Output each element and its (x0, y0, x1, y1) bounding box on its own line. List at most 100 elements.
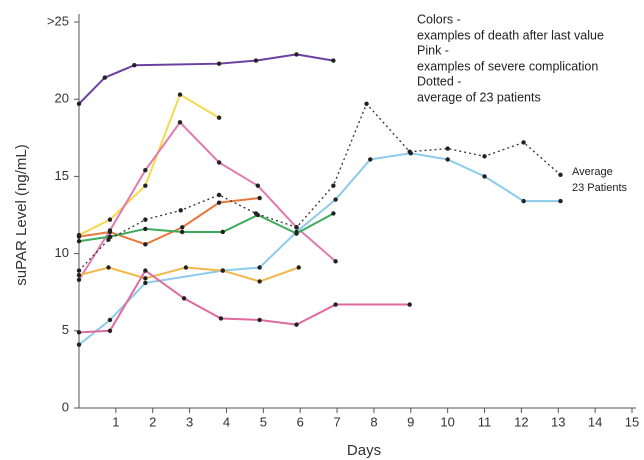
data-point (216, 160, 222, 165)
average-line (78, 102, 561, 272)
data-point (521, 198, 526, 204)
data-point (333, 259, 338, 264)
data-point (107, 317, 113, 323)
data-point (253, 58, 259, 63)
data-point (216, 200, 222, 205)
data-point (143, 242, 148, 247)
data-point (216, 61, 222, 66)
data-point (220, 268, 225, 273)
patient-line (78, 152, 561, 346)
x-tick-label: 11 (478, 414, 492, 429)
x-tick-label: 2 (149, 414, 156, 429)
data-point (107, 229, 113, 235)
data-point (445, 146, 450, 151)
y-tick-label: >25 (47, 13, 69, 28)
data-point (257, 265, 262, 270)
data-point (216, 192, 222, 198)
data-point (294, 52, 299, 57)
data-point (177, 92, 183, 97)
data-point (143, 168, 148, 173)
data-point (76, 239, 82, 244)
data-point (521, 140, 526, 145)
annotation: Dotted - (417, 74, 461, 88)
x-tick-label: 1 (112, 414, 119, 429)
x-tick-label: 4 (223, 414, 230, 429)
data-point (331, 58, 336, 63)
annotation: average of 23 patients (417, 90, 541, 104)
annotation: examples of death after last value (417, 28, 604, 42)
data-point (407, 302, 412, 307)
annotation: Pink - (417, 43, 449, 57)
data-point (107, 217, 113, 222)
data-point (294, 322, 299, 327)
y-tick-label: 15 (55, 168, 69, 183)
x-tick-label: 14 (588, 414, 602, 429)
data-point (257, 279, 262, 284)
x-tick-label: 9 (407, 414, 414, 429)
data-point (76, 277, 82, 283)
data-point (143, 268, 148, 273)
data-point (558, 172, 563, 178)
data-point (216, 115, 222, 120)
average-label: 23 Patients (572, 182, 628, 194)
data-point (333, 197, 338, 202)
data-point (257, 317, 262, 323)
data-point (106, 265, 111, 270)
data-point (220, 229, 225, 235)
average-label: Average (572, 166, 613, 178)
x-tick-label: 3 (186, 414, 193, 429)
data-point (296, 265, 301, 270)
data-point (143, 217, 148, 222)
data-point (407, 149, 412, 154)
patient-line (78, 266, 300, 283)
data-point (76, 101, 82, 107)
data-point (102, 75, 108, 80)
data-point (76, 330, 82, 335)
annotation: Colors - (417, 12, 461, 26)
x-tick-label: 10 (440, 414, 454, 429)
data-point (177, 120, 183, 125)
data-point (106, 237, 111, 242)
x-tick-label: 6 (297, 414, 304, 429)
data-point (294, 225, 299, 230)
x-tick-label: 8 (370, 414, 377, 429)
y-tick-label: 20 (55, 91, 69, 106)
annotation: examples of severe complication (417, 59, 598, 73)
patient-line (78, 53, 334, 105)
x-tick-label: 7 (333, 414, 340, 429)
x-tick-label: 5 (260, 414, 267, 429)
data-point (76, 273, 82, 278)
x-tick-label: 12 (514, 414, 528, 429)
y-axis-label: suPAR Level (ng/mL) (13, 144, 30, 285)
data-point (178, 208, 183, 213)
x-tick-label: 15 (625, 414, 639, 429)
data-point (257, 195, 262, 201)
data-point (255, 183, 261, 188)
data-point (482, 154, 487, 159)
y-tick-label: 0 (62, 399, 69, 414)
data-point (364, 101, 369, 107)
data-point (143, 276, 148, 281)
data-point (143, 280, 148, 286)
data-point (445, 157, 450, 162)
x-axis-label: Days (347, 442, 381, 459)
y-tick-label: 5 (62, 322, 69, 337)
data-point (218, 316, 224, 321)
patient-line (78, 120, 337, 281)
data-point (76, 268, 82, 273)
data-point (331, 183, 336, 188)
data-point (132, 63, 137, 68)
data-point (558, 198, 563, 204)
data-point (181, 296, 187, 301)
data-point (76, 234, 82, 239)
data-point (107, 328, 113, 333)
data-point (331, 211, 336, 216)
data-point (482, 174, 487, 179)
data-point (143, 226, 148, 232)
y-tick-label: 10 (55, 245, 69, 260)
data-point (294, 231, 299, 236)
data-point (143, 183, 148, 188)
data-point (180, 225, 185, 230)
patient-line (78, 197, 260, 246)
